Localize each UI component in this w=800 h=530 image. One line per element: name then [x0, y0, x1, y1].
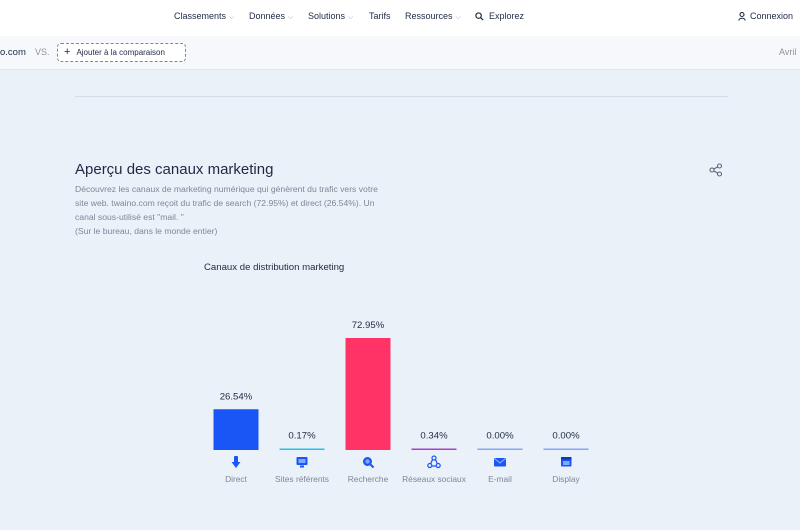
add-comparison-button[interactable]: + Ajouter à la comparaison	[57, 43, 186, 62]
display-icon	[561, 457, 572, 467]
nav-solutions[interactable]: Solutions ⌵	[308, 11, 353, 22]
login-button[interactable]: Connexion	[738, 11, 793, 21]
bar-value-label: 0.34%	[420, 431, 448, 442]
chevron-down-icon: ⌵	[288, 14, 294, 21]
divider	[75, 96, 728, 97]
bar-social	[411, 448, 457, 450]
nav-donnees[interactable]: Données ⌵	[249, 11, 293, 22]
bar-value-label: 72.95%	[352, 320, 385, 331]
bar-value-label: 0.00%	[552, 431, 580, 442]
add-comparison-label: Ajouter à la comparaison	[76, 48, 165, 57]
nav-explorez[interactable]: Explorez	[475, 11, 524, 21]
category-label: Recherche	[347, 474, 389, 484]
nav-tarifs-label: Tarifs	[369, 11, 391, 21]
category-label: Réseaux sociaux	[402, 474, 466, 484]
bar-value-label: 0.17%	[288, 431, 316, 442]
bar-display	[543, 448, 589, 450]
section-title: Aperçu des canaux marketing	[75, 161, 274, 178]
nav-donnees-label: Données	[249, 11, 286, 21]
chevron-down-icon: ⌵	[229, 14, 235, 21]
chart-title: Canaux de distribution marketing	[204, 262, 345, 273]
bar-email	[477, 448, 523, 450]
description-line: canal sous-utilisé est "mail. "	[75, 212, 184, 222]
email-icon	[494, 458, 506, 467]
bar-value-label: 26.54%	[220, 391, 253, 402]
login-label: Connexion	[750, 11, 794, 21]
vs-text: VS.	[35, 47, 50, 57]
nav-solutions-label: Solutions	[308, 11, 346, 21]
category-label: Display	[552, 474, 580, 484]
nav-tarifs[interactable]: Tarifs	[369, 11, 391, 21]
month-selector[interactable]: Avril	[779, 47, 797, 57]
referral-icon	[296, 457, 308, 468]
nav-explorez-label: Explorez	[489, 11, 525, 21]
domain-text[interactable]: o.com	[0, 47, 26, 58]
nav-ressources[interactable]: Ressources ⌵	[405, 11, 461, 22]
nav-classements-label: Classements	[174, 11, 227, 21]
bar-referral	[279, 448, 325, 450]
direct-icon	[231, 456, 241, 468]
share-icon[interactable]	[709, 163, 723, 177]
bar-value-label: 0.00%	[486, 431, 514, 442]
social-icon	[427, 455, 441, 469]
category-label: Direct	[225, 474, 247, 484]
category-label: E-mail	[488, 474, 512, 484]
description-line: (Sur le bureau, dans le monde entier)	[75, 226, 218, 236]
search-icon	[475, 11, 484, 21]
chevron-down-icon: ⌵	[348, 14, 354, 21]
chevron-down-icon: ⌵	[455, 14, 461, 21]
plus-icon: +	[64, 46, 71, 58]
section-description: Découvrez les canaux de marketing numéri…	[75, 182, 415, 238]
bar-direct	[213, 409, 259, 450]
nav-ressources-label: Ressources	[405, 11, 453, 21]
nav-classements[interactable]: Classements ⌵	[174, 11, 234, 22]
category-label: Sites référents	[275, 474, 329, 484]
bar-search	[345, 338, 391, 450]
description-line: site web. twaino.com reçoit du trafic de…	[75, 198, 375, 208]
user-icon	[738, 11, 746, 21]
top-nav: Classements ⌵ Données ⌵ Solutions ⌵ Tarifs …	[0, 0, 800, 36]
description-line: Découvrez les canaux de marketing numéri…	[75, 184, 378, 194]
search-icon	[363, 457, 375, 469]
